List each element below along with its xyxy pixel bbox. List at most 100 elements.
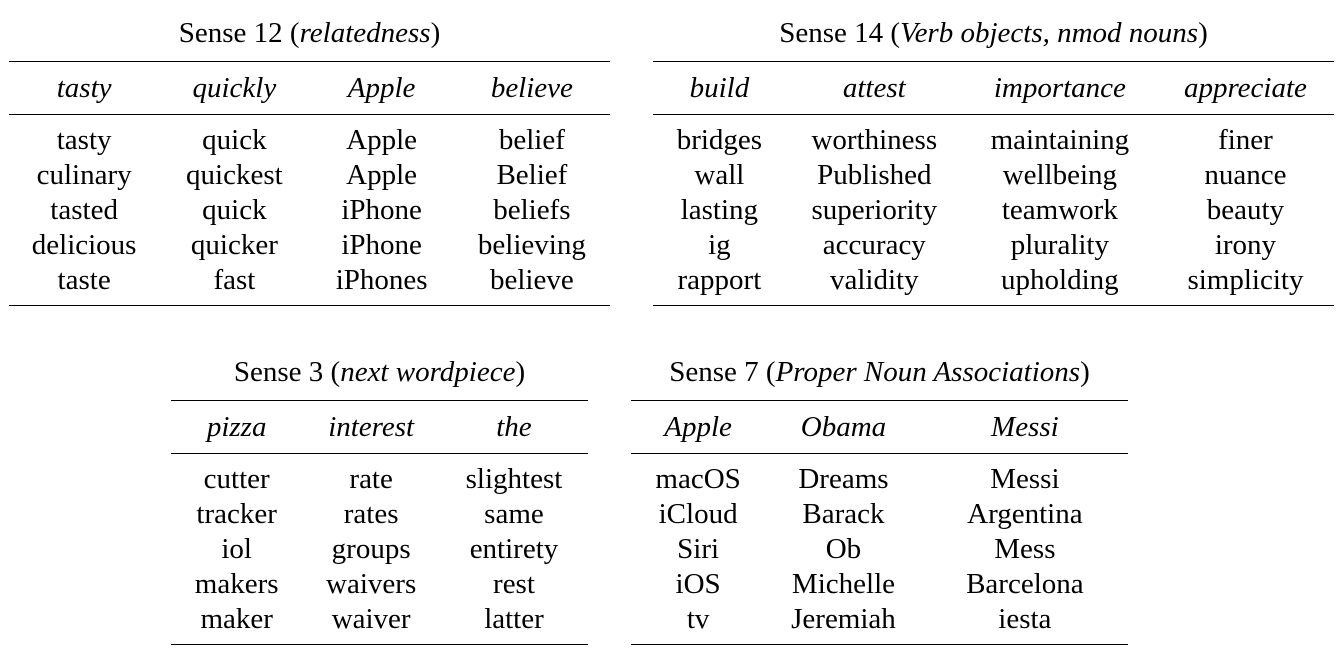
- column-header: Obama: [800, 411, 887, 443]
- table-row: rapport validity upholding simplicity: [653, 263, 1334, 305]
- table-cell: irony: [1214, 229, 1277, 261]
- table-cell: rest: [493, 568, 535, 600]
- table-cell: delicious: [31, 229, 137, 261]
- table-cell: iol: [221, 533, 252, 565]
- table-cell: teamwork: [1001, 194, 1118, 226]
- table-cell: upholding: [1001, 264, 1119, 296]
- mid-rule: [9, 114, 610, 115]
- table-row: iOS Michelle Barcelona: [631, 567, 1128, 602]
- table-row: tasty quick Apple belief: [9, 115, 610, 158]
- sense-12-table-block: Sense 12 (relatedness) tasty quickly App…: [9, 15, 610, 306]
- table-row: taste fast iPhones believe: [9, 263, 610, 305]
- table-cell: bridges: [676, 124, 763, 156]
- column-header: believe: [490, 72, 573, 104]
- table-caption: Sense 7 (Proper Noun Associations): [631, 354, 1128, 390]
- mid-rule: [171, 453, 588, 454]
- table-row: bridges worthiness maintaining finer: [653, 115, 1334, 158]
- table-cell: slightest: [465, 463, 563, 495]
- caption-prefix: Sense 3 (: [233, 356, 341, 388]
- table-cell: wall: [694, 159, 745, 191]
- table-cell: Apple: [346, 124, 418, 156]
- sense-7-table: Apple Obama Messi macOS Dreams Messi iCl…: [631, 401, 1128, 644]
- table-cell: latter: [484, 603, 544, 635]
- table-cell: believing: [477, 229, 586, 261]
- caption-suffix: ): [515, 356, 526, 388]
- table-cell: lasting: [680, 194, 759, 226]
- top-rule: [9, 61, 610, 62]
- table-cell: maker: [200, 603, 273, 635]
- caption-italic: relatedness: [299, 17, 431, 49]
- table-cell: Siri: [677, 533, 720, 565]
- table-cell: rate: [349, 463, 393, 495]
- table-cell: Messi: [990, 463, 1060, 495]
- table-caption: Sense 14 (Verb objects, nmod nouns): [653, 15, 1334, 51]
- table-cell: accuracy: [822, 229, 926, 261]
- table-row: lasting superiority teamwork beauty: [653, 193, 1334, 228]
- column-header: the: [496, 411, 532, 443]
- bottom-rule: [171, 644, 588, 645]
- table-cell: macOS: [655, 463, 741, 495]
- table-cell: iPhone: [341, 194, 422, 226]
- table-cell: groups: [331, 533, 411, 565]
- table-cell: makers: [194, 568, 279, 600]
- table-row: Siri Ob Mess: [631, 532, 1128, 567]
- header-row: pizza interest the: [171, 401, 588, 453]
- table-cell: nuance: [1204, 159, 1287, 191]
- table-cell: ig: [708, 229, 731, 261]
- table-cell: tasty: [56, 124, 112, 156]
- table-cell: validity: [830, 264, 919, 296]
- table-cell: rapport: [677, 264, 762, 296]
- sense-3-table: pizza interest the cutter rate slightest…: [171, 401, 588, 644]
- table-row: wall Published wellbeing nuance: [653, 158, 1334, 193]
- table-cell: taste: [57, 264, 111, 296]
- caption-prefix: Sense 7 (: [669, 356, 776, 388]
- table-row: iol groups entirety: [171, 532, 588, 567]
- caption-prefix: Sense 12 (: [178, 17, 300, 49]
- table-cell: Barack: [802, 498, 885, 530]
- top-rule: [171, 400, 588, 401]
- table-cell: Argentina: [967, 498, 1083, 530]
- table-cell: culinary: [36, 159, 132, 191]
- caption-italic: Proper Noun Associations: [775, 356, 1081, 388]
- sense-14-table: build attest importance appreciate bridg…: [653, 62, 1334, 305]
- table-row: delicious quicker iPhone believing: [9, 228, 610, 263]
- table-cell: waiver: [331, 603, 411, 635]
- table-cell: tv: [686, 603, 710, 635]
- table-cell: iCloud: [658, 498, 738, 530]
- table-caption: Sense 3 (next wordpiece): [171, 354, 588, 390]
- table-caption: Sense 12 (relatedness): [9, 15, 610, 51]
- column-header: pizza: [206, 411, 267, 443]
- table-cell: quicker: [190, 229, 278, 261]
- table-cell: Mess: [994, 533, 1056, 565]
- table-cell: Published: [817, 159, 932, 191]
- bottom-rule: [631, 644, 1128, 645]
- caption-italic: Verb objects, nmod nouns: [900, 17, 1199, 49]
- caption-suffix: ): [1080, 356, 1090, 388]
- table-cell: entirety: [469, 533, 559, 565]
- column-header: attest: [842, 72, 906, 104]
- table-row: culinary quickest Apple Belief: [9, 158, 610, 193]
- top-rule: [631, 400, 1128, 401]
- table-cell: rates: [343, 498, 399, 530]
- column-header: appreciate: [1183, 72, 1307, 104]
- header-row: build attest importance appreciate: [653, 62, 1334, 114]
- sense-3-table-block: Sense 3 (next wordpiece) pizza interest …: [171, 354, 588, 645]
- table-row: makers waivers rest: [171, 567, 588, 602]
- table-cell: plurality: [1010, 229, 1109, 261]
- table-cell: Jeremiah: [791, 603, 896, 635]
- table-cell: iPhone: [341, 229, 422, 261]
- column-header: Messi: [991, 411, 1059, 443]
- bottom-rule: [653, 305, 1334, 306]
- table-cell: waivers: [326, 568, 417, 600]
- table-cell: Michelle: [791, 568, 895, 600]
- table-row: ig accuracy plurality irony: [653, 228, 1334, 263]
- table-cell: tracker: [196, 498, 277, 530]
- table-row: tracker rates same: [171, 497, 588, 532]
- header-row: Apple Obama Messi: [631, 401, 1128, 453]
- column-header: interest: [328, 411, 415, 443]
- table-cell: wellbeing: [1002, 159, 1118, 191]
- sense-7-table-block: Sense 7 (Proper Noun Associations) Apple…: [631, 354, 1128, 645]
- table-cell: finer: [1218, 124, 1273, 156]
- column-header: tasty: [56, 72, 112, 104]
- caption-suffix: ): [430, 17, 441, 49]
